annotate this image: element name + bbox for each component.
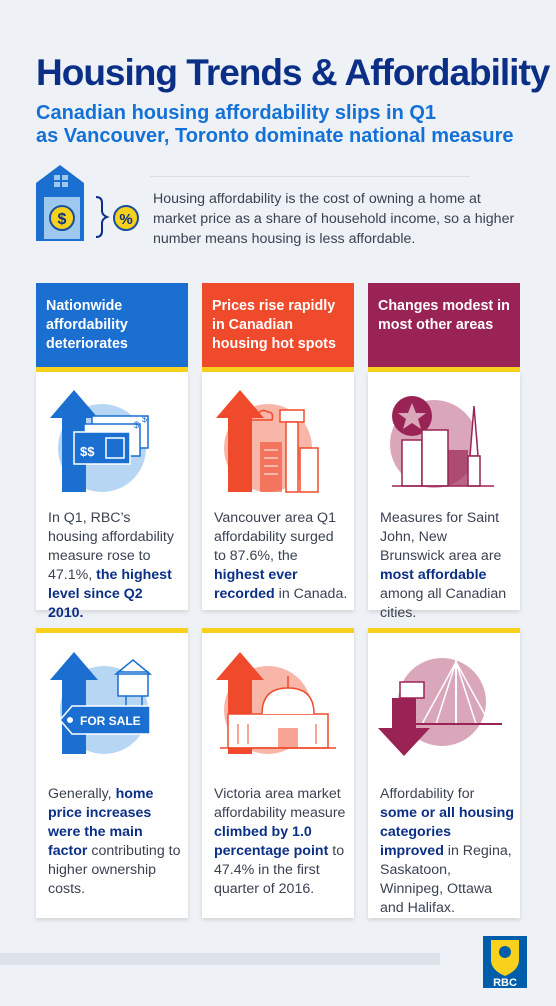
footer-band	[0, 953, 440, 965]
card-saint-john: Measures for Saint John, New Brunswick a…	[368, 372, 520, 621]
svg-text:$: $	[142, 414, 147, 424]
card-home-prices: FOR SALE Generally, home price increases…	[36, 628, 188, 918]
card-accent-bar	[202, 628, 354, 633]
column-header-hot-spots: Prices rise rapidly in Canadian housing …	[202, 283, 354, 372]
subtitle-line-2: as Vancouver, Toronto dominate national …	[36, 125, 514, 147]
card-text-vancouver: Vancouver area Q1 affordability surged t…	[214, 510, 348, 602]
subtitle-line-1: Canadian housing affordability slips in …	[36, 102, 437, 124]
bridge-down-arrow-icon	[378, 648, 510, 758]
card-text-nationwide-level: In Q1, RBC’s housing affordability measu…	[48, 510, 174, 621]
saint-john-skyline-star-icon	[378, 386, 510, 496]
card-text-improved-cities: Affordability for some or all housing ca…	[380, 786, 515, 916]
intro-text: Housing affordability is the cost of own…	[153, 191, 515, 247]
svg-text:$: $	[58, 211, 67, 228]
card-text-victoria: Victoria area market affordability measu…	[214, 786, 346, 897]
intro-divider	[150, 176, 470, 177]
victoria-legislature-up-arrow-icon	[212, 648, 344, 758]
vancouver-tower-up-arrow-icon	[212, 386, 344, 496]
for-sale-up-arrow-icon: FOR SALE	[46, 648, 178, 758]
money-up-arrow-icon: $ $ $$	[46, 386, 178, 496]
card-improved-cities: Affordability for some or all housing ca…	[368, 628, 520, 918]
rbc-lion-shield-icon: RBC	[483, 936, 527, 989]
column-header-nationwide: Nationwide affordability deteriorates	[36, 283, 188, 372]
svg-text:%: %	[119, 211, 132, 228]
card-victoria: Victoria area market affordability measu…	[202, 628, 354, 918]
house-dollar-icon: $ %	[34, 163, 144, 243]
card-accent-bar	[368, 628, 520, 633]
svg-text:FOR SALE: FOR SALE	[80, 714, 141, 728]
card-nationwide-level: $ $ $$ In Q1, RBC’s housing affordabilit…	[36, 372, 188, 621]
card-text-saint-john: Measures for Saint John, New Brunswick a…	[380, 510, 507, 621]
page-title: Housing Trends & Affordability	[36, 52, 550, 93]
card-accent-bar	[36, 628, 188, 633]
percent-icon: %	[119, 211, 132, 228]
card-vancouver: Vancouver area Q1 affordability surged t…	[202, 372, 354, 610]
card-text-home-prices: Generally, home price increases were the…	[48, 786, 181, 897]
column-header-other-areas: Changes modest in most other areas	[368, 283, 520, 372]
page-subtitle: Canadian housing affordability slips in …	[36, 102, 536, 148]
svg-text:RBC: RBC	[493, 977, 517, 988]
svg-text:$$: $$	[80, 444, 95, 459]
svg-text:$: $	[134, 420, 139, 430]
